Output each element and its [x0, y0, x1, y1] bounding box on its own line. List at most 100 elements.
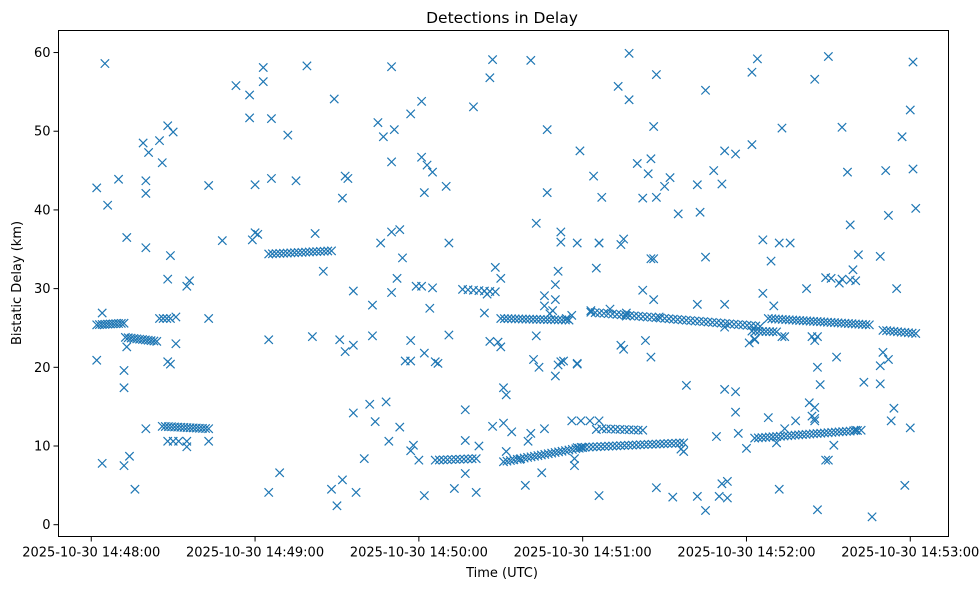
data-point: [633, 425, 643, 435]
data-point: [572, 442, 582, 453]
data-point: [892, 327, 903, 337]
x-tick-label: 2025-10-30 14:50:00: [350, 546, 488, 561]
data-point: [171, 312, 181, 322]
data-point: [646, 154, 656, 164]
data-point: [535, 314, 545, 325]
data-point: [664, 314, 674, 324]
data-point: [444, 330, 454, 340]
data-point: [163, 436, 173, 446]
data-point: [528, 314, 538, 324]
data-point: [733, 428, 743, 439]
data-point: [308, 247, 318, 257]
data-point: [712, 318, 722, 328]
data-point: [763, 413, 773, 423]
data-point: [386, 287, 397, 298]
data-point: [490, 262, 500, 272]
data-point: [875, 251, 885, 261]
data-point: [615, 424, 625, 435]
data-point: [903, 328, 914, 338]
data-point: [561, 313, 571, 324]
data-point: [769, 301, 779, 311]
data-point: [607, 309, 618, 319]
data-point: [521, 314, 531, 324]
data-point: [805, 429, 815, 439]
data-point: [550, 371, 560, 381]
data-point: [655, 439, 665, 449]
data-point: [282, 248, 292, 258]
data-point: [116, 318, 126, 329]
data-point: [635, 440, 645, 450]
data-point: [384, 436, 394, 446]
data-point: [848, 265, 858, 275]
data-point: [823, 51, 834, 62]
data-point: [539, 424, 550, 434]
data-point: [337, 475, 348, 485]
data-point: [455, 454, 465, 464]
data-point: [119, 383, 129, 393]
data-point: [266, 114, 277, 124]
data-point: [815, 379, 825, 390]
data-point: [441, 181, 451, 191]
data-point: [881, 326, 892, 336]
data-point: [119, 365, 129, 376]
data-point: [460, 405, 470, 415]
data-point: [612, 441, 622, 451]
data-point: [278, 248, 289, 258]
data-point: [485, 73, 495, 83]
data-point: [419, 490, 429, 501]
data-point: [586, 307, 596, 317]
data-point: [826, 273, 836, 284]
data-point: [911, 328, 921, 339]
data-point: [618, 234, 629, 244]
data-point: [460, 435, 470, 446]
data-point: [253, 229, 263, 239]
data-point: [690, 316, 700, 326]
data-point: [729, 319, 739, 329]
data-point: [442, 455, 453, 465]
data-point: [392, 273, 402, 284]
data-point: [758, 288, 768, 298]
data-point: [864, 320, 874, 330]
y-tick-label: 40: [34, 203, 51, 218]
data-point: [742, 320, 752, 330]
data-point: [348, 340, 358, 350]
data-point: [639, 439, 649, 450]
data-point: [416, 281, 427, 291]
data-point: [629, 425, 639, 435]
data-point: [612, 309, 622, 320]
data-point: [695, 207, 705, 217]
data-point: [182, 442, 192, 452]
data-point: [842, 167, 853, 177]
data-point: [599, 308, 609, 318]
data-point: [616, 239, 626, 250]
data-point: [510, 314, 520, 324]
data-point: [171, 339, 181, 349]
data-point: [550, 280, 560, 290]
data-point: [275, 248, 285, 259]
data-point: [591, 424, 601, 435]
data-point: [808, 429, 819, 439]
data-point: [812, 362, 823, 372]
data-point: [673, 314, 683, 325]
data-point: [528, 354, 539, 365]
data-point: [406, 335, 416, 346]
data-point: [853, 250, 864, 260]
data-point: [487, 54, 498, 65]
data-point: [302, 61, 312, 71]
data-point: [467, 454, 477, 464]
data-point: [163, 274, 173, 284]
data-point: [416, 96, 427, 106]
data-point: [310, 228, 320, 239]
data-point: [264, 335, 274, 345]
data-point: [406, 109, 416, 119]
data-point: [567, 310, 577, 320]
data-point: [487, 421, 498, 431]
data-point: [730, 387, 741, 397]
data-point: [823, 455, 834, 465]
data-point: [558, 356, 569, 366]
data-point: [601, 424, 611, 434]
data-point: [668, 314, 678, 324]
data-point: [621, 308, 631, 318]
data-point: [348, 408, 358, 418]
data-point: [553, 315, 563, 325]
